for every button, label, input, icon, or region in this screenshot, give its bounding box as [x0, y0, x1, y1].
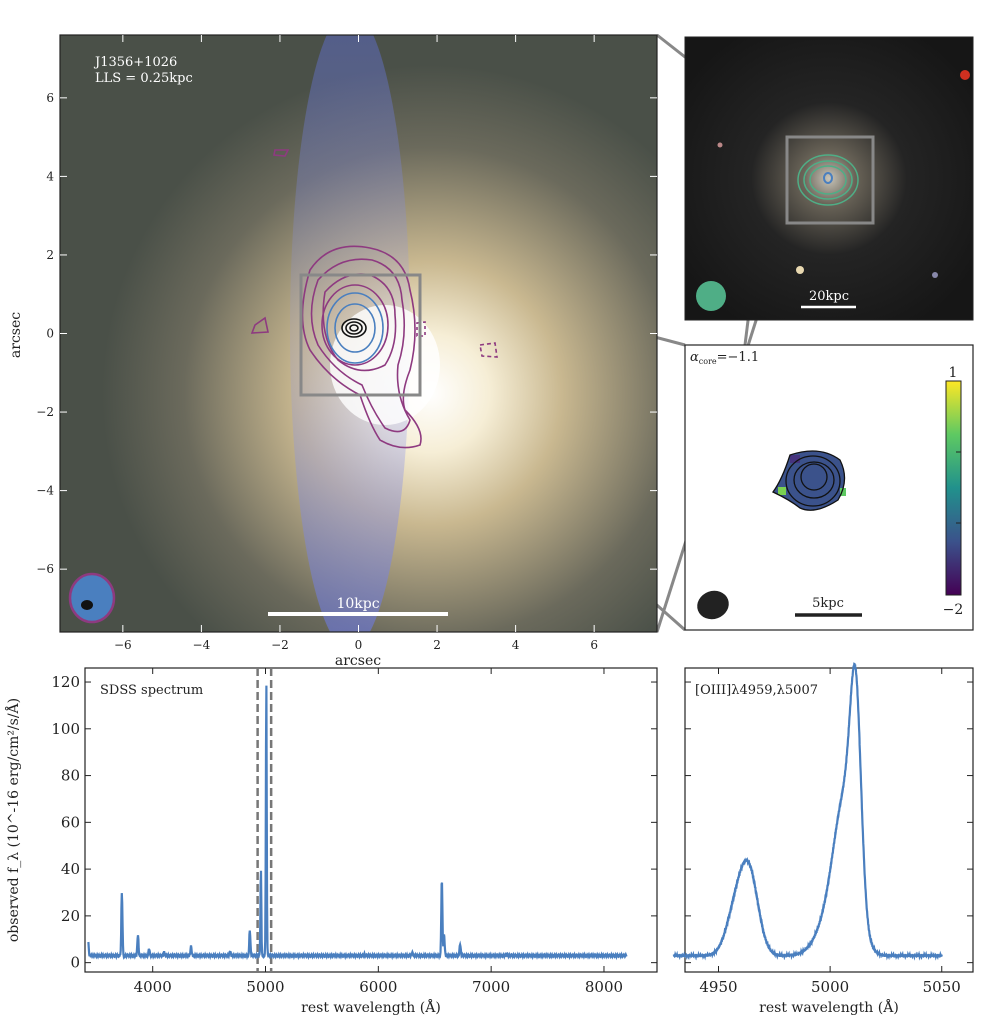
x-axis-label: rest wavelength (Å) — [301, 998, 441, 1016]
x-tick-label: 6 — [590, 638, 598, 652]
source-label: J1356+1026 — [93, 55, 177, 70]
y-tick-label: −4 — [36, 484, 54, 498]
beam — [697, 590, 729, 620]
y-tick-label: 40 — [61, 860, 80, 878]
y-tick-label: 100 — [51, 720, 80, 738]
x-axis-label: rest wavelength (Å) — [759, 998, 899, 1016]
y-axis-label: observed f_λ (10^-16 erg/cm²/s/Å) — [4, 698, 22, 942]
core-contours — [341, 318, 367, 338]
y-tick-label: 6 — [46, 91, 54, 105]
x-tick-label: 6000 — [359, 978, 397, 996]
wide-beam — [696, 281, 726, 311]
wide-image-panel: 20kpc — [684, 36, 974, 321]
x-tick-label: −6 — [114, 638, 132, 652]
chart-title: SDSS spectrum — [100, 683, 203, 698]
spectrum-line — [87, 685, 628, 961]
scalebar-label: 5kpc — [812, 596, 844, 611]
y-axis-label: arcsec — [8, 312, 24, 358]
inner-contours — [326, 292, 384, 364]
y-tick-label: 2 — [46, 248, 54, 262]
y-tick-label: 80 — [61, 767, 80, 785]
colorbar — [945, 380, 962, 596]
alpha-label: αcore=−1.1 — [690, 350, 759, 366]
x-tick-label: 0 — [355, 638, 363, 652]
x-tick-label: 5000 — [811, 978, 849, 996]
y-tick-label: 0 — [46, 327, 54, 341]
x-tick-label: 4 — [512, 638, 520, 652]
spectral-index-panel: αcore=−1.1 5kpc 1 −2 — [684, 344, 974, 631]
x-tick-label: −2 — [271, 638, 289, 652]
colorbar-max: 1 — [949, 365, 958, 381]
beam-core — [81, 600, 93, 610]
oiii-spectrum-chart: 4950 5000 5050 [OIII]λ4959,λ5007 rest wave… — [672, 662, 974, 1016]
zoom-box — [299, 273, 422, 397]
x-tick-label: 2 — [433, 638, 441, 652]
chart-title: [OIII]λ4959,λ5007 — [695, 683, 818, 698]
x-axis-label: arcsec — [335, 653, 381, 669]
x-tick-label: 5050 — [923, 978, 961, 996]
scalebar-label: 10kpc — [336, 596, 379, 612]
y-tick-label: 0 — [70, 954, 80, 972]
wide-zoom-box — [785, 135, 875, 225]
y-tick-label: 20 — [61, 907, 80, 925]
x-tick-label: 8000 — [585, 978, 623, 996]
colorbar-min: −2 — [943, 602, 964, 618]
lls-label: LLS = 0.25kpc — [95, 71, 193, 86]
beam-ellipse — [68, 572, 116, 624]
y-tick-label: −6 — [36, 562, 54, 576]
y-tick-label: −2 — [36, 405, 54, 419]
wide-scalebar-label: 20kpc — [809, 289, 849, 304]
wide-contours — [797, 154, 859, 206]
x-tick-label: 4950 — [699, 978, 737, 996]
x-tick-label: 7000 — [472, 978, 510, 996]
y-tick-label: 4 — [46, 169, 54, 183]
x-tick-label: 5000 — [246, 978, 284, 996]
x-tick-label: 4000 — [134, 978, 172, 996]
main-image-panel: J1356+1026 LLS = 0.25kpc 10kpc −6 −4 −2 0 2 4… — [8, 34, 658, 669]
spectrum-line — [672, 662, 943, 961]
y-tick-label: 60 — [61, 813, 80, 831]
sdss-spectrum-chart: 4000 5000 6000 7000 8000 0 20 40 60 80 100 120 SDSS… — [4, 667, 658, 1016]
y-tick-label: 120 — [51, 673, 80, 691]
x-tick-label: −4 — [193, 638, 211, 652]
